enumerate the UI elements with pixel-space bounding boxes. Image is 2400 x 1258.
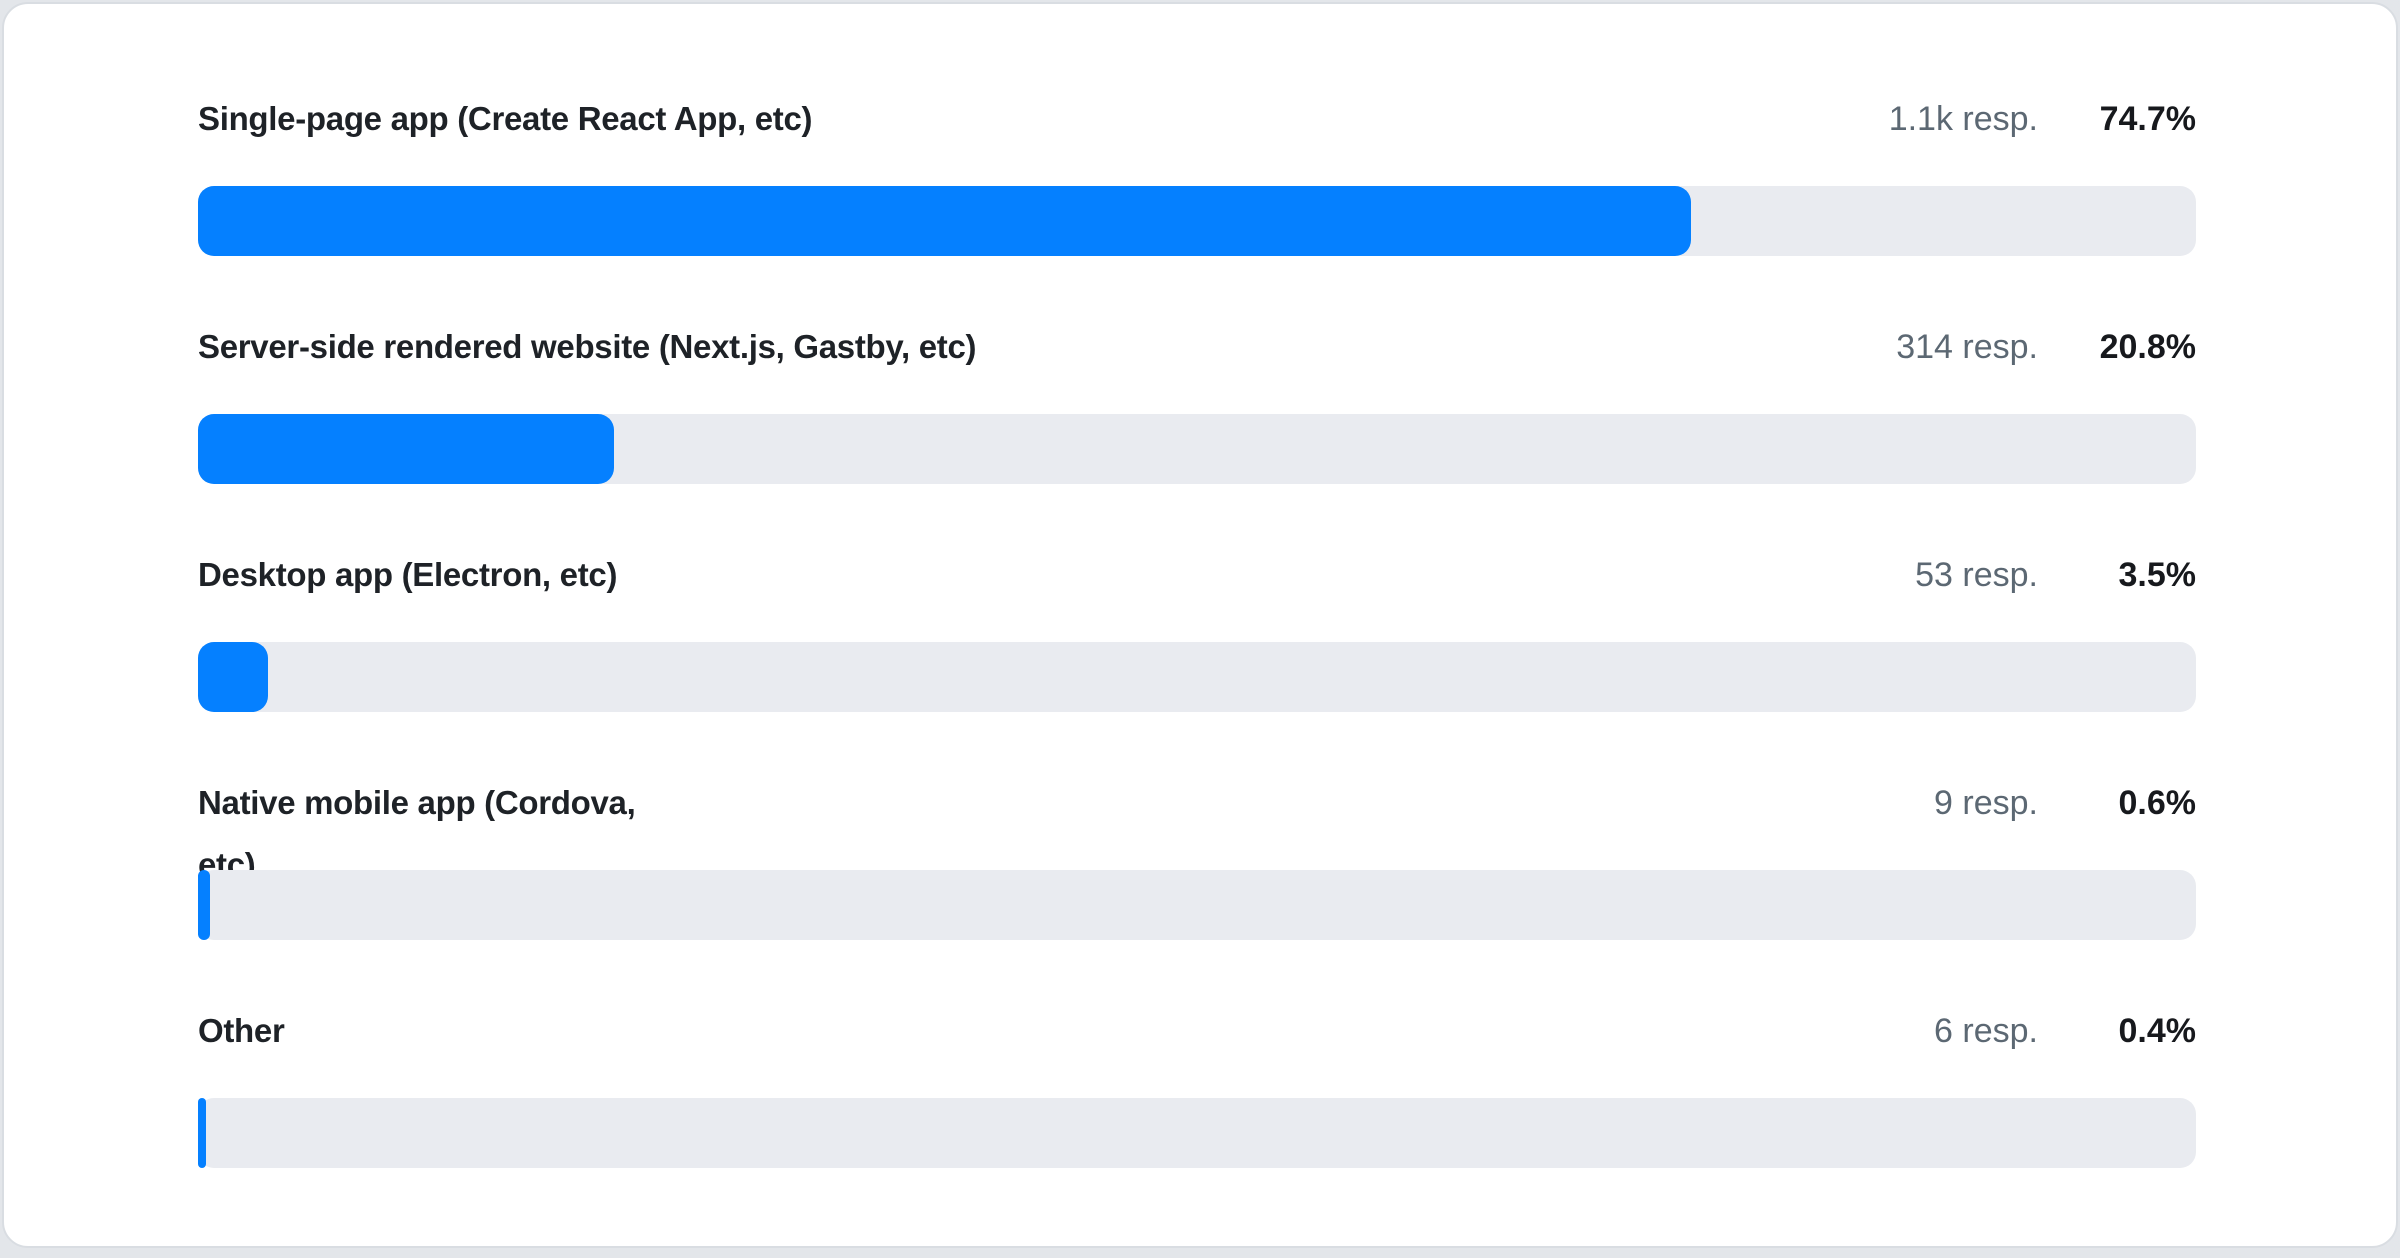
bar-track (198, 1098, 2196, 1168)
survey-option-row: Desktop app (Electron, etc) 53 resp. 3.5… (198, 544, 2196, 712)
survey-bar-chart: Single-page app (Create React App, etc) … (198, 88, 2196, 1168)
option-label: Server-side rendered website (Next.js, G… (198, 328, 977, 365)
option-stats: 53 resp. 3.5% (1915, 544, 2196, 606)
bar-fill (198, 1098, 206, 1168)
option-header: Single-page app (Create React App, etc) … (198, 88, 2196, 150)
survey-option-row: Single-page app (Create React App, etc) … (198, 88, 2196, 256)
option-header: Desktop app (Electron, etc) 53 resp. 3.5… (198, 544, 2196, 606)
response-count: 53 resp. (1915, 556, 2038, 594)
bar-fill (198, 186, 1691, 256)
bar-track (198, 870, 2196, 940)
response-count: 1.1k resp. (1888, 100, 2038, 138)
option-stats: 6 resp. 0.4% (1934, 1000, 2196, 1062)
bar-fill (198, 414, 614, 484)
option-header: Other 6 resp. 0.4% (198, 1000, 2196, 1062)
option-label: Other (198, 1012, 285, 1049)
option-label: Desktop app (Electron, etc) (198, 556, 618, 593)
bar-fill (198, 642, 268, 712)
bar-fill (198, 870, 210, 940)
option-stats: 1.1k resp. 74.7% (1889, 88, 2196, 150)
survey-option-row: Server-side rendered website (Next.js, G… (198, 316, 2196, 484)
bar-track (198, 642, 2196, 712)
option-header: Server-side rendered website (Next.js, G… (198, 316, 2196, 378)
response-count: 9 resp. (1934, 784, 2038, 822)
survey-option-row: Other 6 resp. 0.4% (198, 1000, 2196, 1168)
survey-option-row: Native mobile app (Cordova, etc) 9 resp.… (198, 772, 2196, 940)
percent-value: 0.4% (2118, 1012, 2197, 1050)
percent-value: 74.7% (2099, 100, 2196, 138)
bar-track (198, 186, 2196, 256)
percent-value: 3.5% (2118, 556, 2197, 594)
bar-track (198, 414, 2196, 484)
response-count: 6 resp. (1934, 1012, 2038, 1050)
response-count: 314 resp. (1896, 328, 2038, 366)
option-stats: 9 resp. 0.6% (1934, 772, 2196, 834)
option-label: Native mobile app (Cordova, etc) (198, 784, 636, 883)
option-stats: 314 resp. 20.8% (1896, 316, 2196, 378)
percent-value: 0.6% (2118, 784, 2197, 822)
percent-value: 20.8% (2099, 328, 2196, 366)
option-label: Single-page app (Create React App, etc) (198, 100, 813, 137)
option-header: Native mobile app (Cordova, etc) 9 resp.… (198, 772, 2196, 883)
